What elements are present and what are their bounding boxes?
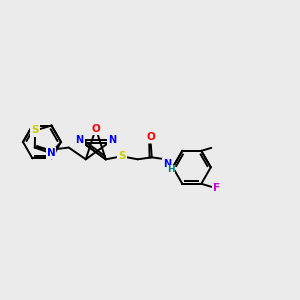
Text: N: N — [46, 148, 55, 158]
Text: H: H — [167, 165, 175, 174]
Text: S: S — [32, 125, 39, 136]
Text: O: O — [146, 132, 155, 142]
Text: N: N — [108, 135, 116, 145]
Text: O: O — [92, 124, 100, 134]
Text: N: N — [76, 135, 84, 145]
Text: F: F — [213, 183, 220, 193]
Text: S: S — [118, 151, 125, 161]
Text: N: N — [163, 159, 171, 169]
